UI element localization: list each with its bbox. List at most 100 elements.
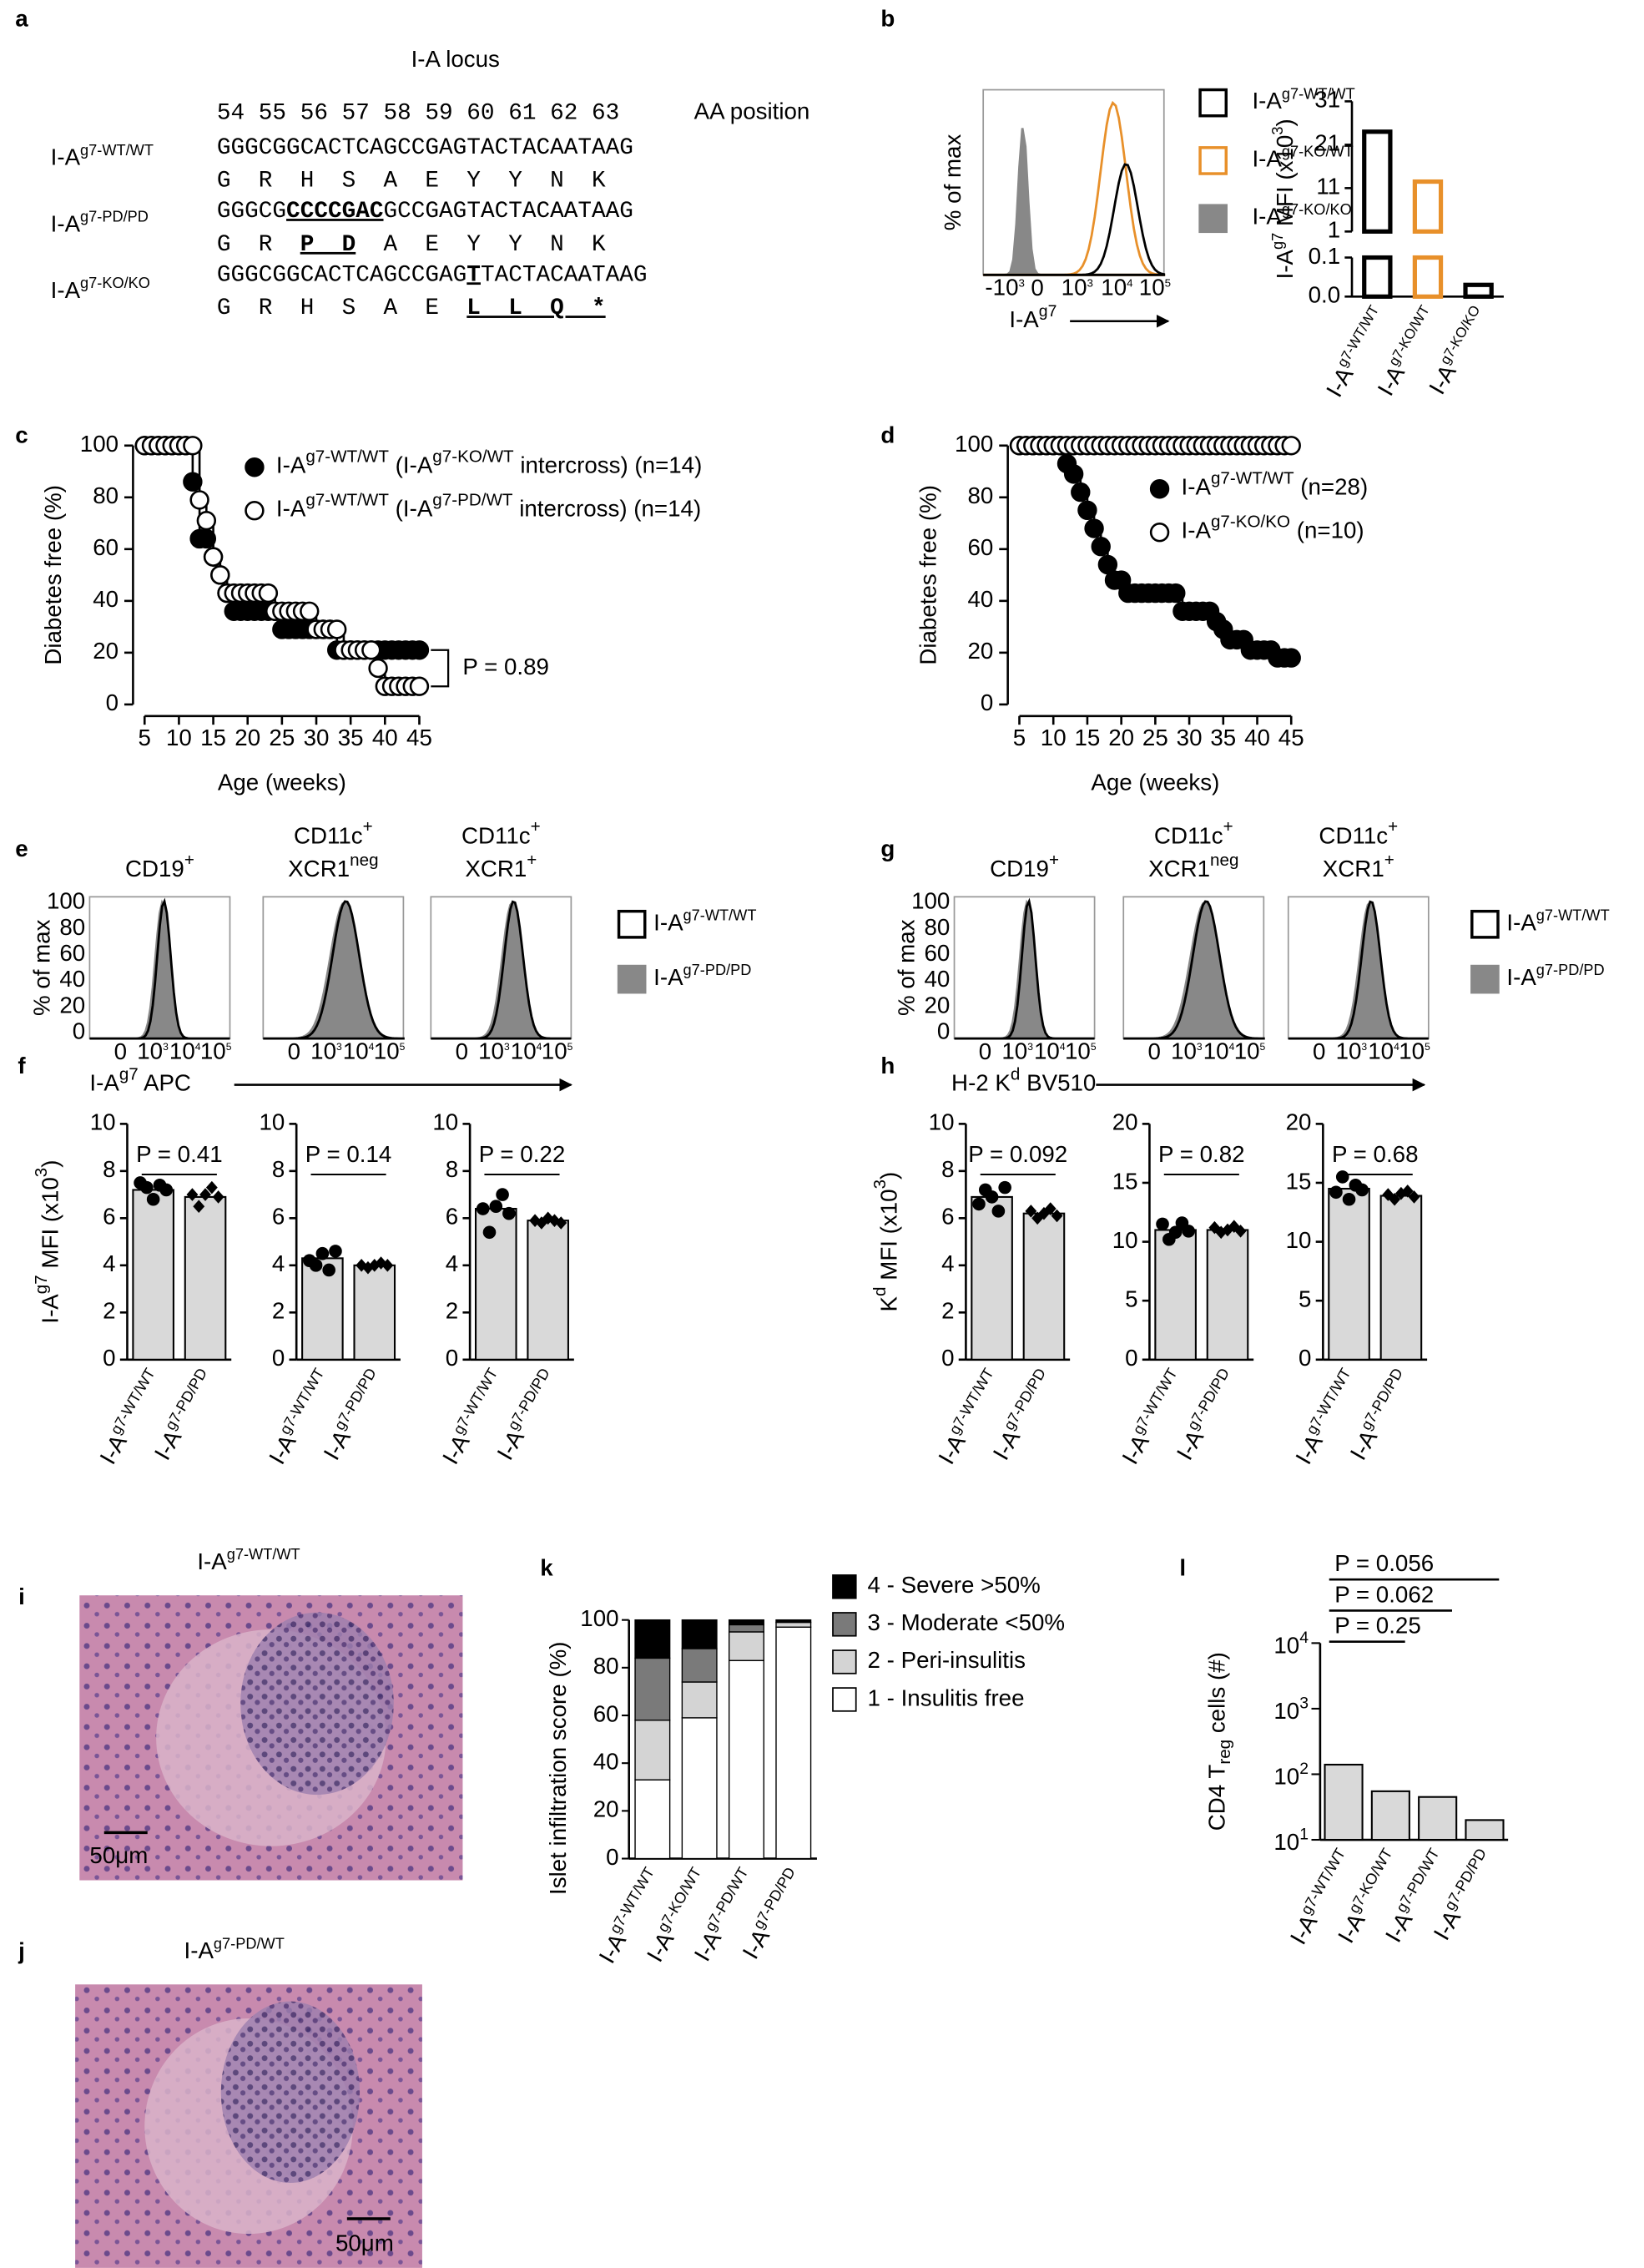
y-tick-label: 2 <box>272 1298 285 1324</box>
flow-histogram <box>1123 900 1265 1040</box>
y-tick-label: 60 <box>93 534 119 560</box>
text-part: 4 <box>369 1041 375 1053</box>
text-part: g7-WT/WT <box>1282 85 1355 102</box>
y-tick-label: 4 <box>446 1250 458 1276</box>
panel-label: j <box>18 1937 25 1963</box>
data-point <box>502 1206 516 1220</box>
text-part: L L Q * <box>466 295 605 321</box>
x-tick-label: I-Ag7-KO/KO <box>1423 303 1494 399</box>
text-part: A E Y Y N K <box>356 232 606 258</box>
data-point <box>555 1216 567 1230</box>
y-tick-label: 100 <box>80 431 119 457</box>
text-part: ) <box>38 1160 63 1168</box>
bar <box>1362 255 1393 299</box>
legend-swatch <box>1198 146 1228 175</box>
text-part: (n=28) <box>1294 474 1369 500</box>
x-tick-label: 25 <box>1142 725 1168 750</box>
data-point <box>1234 1225 1247 1238</box>
legend-label: I-Ag7-WT/WT (I-Ag7-KO/WT intercross) (n=… <box>276 447 702 478</box>
text-part: I-A <box>1506 964 1536 990</box>
bar-segment <box>775 1626 812 1860</box>
text-part: + <box>1388 818 1398 837</box>
text-part: H-2 K <box>951 1070 1011 1096</box>
data-point <box>998 1180 1011 1195</box>
text-part: I-A <box>197 1548 227 1574</box>
flow-histogram <box>1123 901 1265 1040</box>
x-tick-label: 103 <box>1062 275 1093 301</box>
text-part: I-A <box>149 1426 187 1465</box>
x-axis-label: I-Ag7 APC <box>89 1065 191 1096</box>
flow-histogram <box>1288 900 1429 1040</box>
x-tick-label: 0 <box>114 1038 127 1064</box>
y-tick-label: 8 <box>941 1156 954 1182</box>
text-part: g7-PD/WT <box>432 491 513 510</box>
protein-sequence: G R H S A E Y Y N K <box>217 169 606 194</box>
bar <box>1463 282 1494 299</box>
y-tick-label: 101 <box>1273 1826 1309 1856</box>
data-point <box>199 1188 211 1201</box>
y-tick-label: 40 <box>924 966 950 992</box>
text-part: I-A <box>51 277 81 303</box>
text-part: 4 <box>1229 1041 1235 1053</box>
y-axis-label: % of max <box>893 919 919 1016</box>
text-part: APC <box>139 1070 191 1096</box>
text-part: + <box>1384 851 1394 870</box>
text-part: I-A <box>264 1430 301 1469</box>
y-tick-label: 31 <box>1314 87 1340 113</box>
y-axis-label: % of max <box>940 134 966 231</box>
survival-marker <box>409 676 430 696</box>
text-part: 3 <box>1197 1041 1203 1053</box>
bar-segment <box>681 1619 718 1649</box>
x-tick-label: 5 <box>139 725 151 750</box>
bar <box>132 1189 174 1361</box>
text-part: + <box>1049 851 1059 870</box>
text-part: 3 <box>336 1041 342 1053</box>
data-point <box>322 1263 335 1277</box>
data-point <box>972 1197 986 1211</box>
text-part: g7-KO/WT <box>432 447 514 467</box>
data-point <box>1156 1217 1169 1231</box>
text-part: I-A <box>38 1294 63 1324</box>
text-part: 10 <box>1273 1633 1299 1659</box>
y-tick-label: 0 <box>606 1844 618 1870</box>
y-tick-label: 20 <box>1286 1109 1312 1135</box>
legend-label: I-Ag7-WT/WT (n=28) <box>1182 469 1369 500</box>
text-part: P D <box>300 232 356 258</box>
flow-title: CD11c+ <box>294 818 373 849</box>
y-tick-label: 0 <box>1125 1345 1137 1371</box>
bar-segment <box>775 1619 812 1624</box>
data-point <box>212 1190 224 1204</box>
legend-label: I-Ag7-WT/WT <box>653 907 756 935</box>
text-part: XCR1 <box>1148 856 1210 881</box>
x-tick-label: 0 <box>1148 1038 1161 1064</box>
text-part: CD19 <box>990 856 1049 881</box>
text-part: g7-WT/WT <box>1334 303 1382 371</box>
y-tick-label: 10 <box>1112 1227 1138 1253</box>
x-tick-label: 103 <box>478 1038 510 1064</box>
text-part: I-A <box>594 1929 632 1968</box>
aa-positions: 54 55 56 57 58 59 60 61 62 63 <box>217 101 619 127</box>
panel-label: c <box>15 422 28 448</box>
infiltrate-region <box>240 1612 394 1796</box>
text-part: g7-KO/KO <box>1282 201 1352 218</box>
y-tick-label: 1 <box>1328 217 1340 243</box>
y-axis-label: I-Ag7 MFI (x103) <box>33 1160 63 1324</box>
panel-label: k <box>540 1554 553 1580</box>
bar <box>1370 1790 1410 1841</box>
p-value: P = 0.22 <box>479 1141 566 1167</box>
data-point <box>1355 1183 1369 1197</box>
text-part: (I-A <box>389 452 433 478</box>
text-part: I-A <box>1172 1426 1209 1465</box>
data-point <box>489 1200 503 1214</box>
y-tick-label: 0 <box>106 689 119 715</box>
y-tick-label: 8 <box>446 1156 458 1182</box>
text-part: g7-WT/WT <box>227 1546 300 1563</box>
panel-label: e <box>15 836 28 861</box>
image-title: I-Ag7-PD/WT <box>184 1935 285 1963</box>
bar-segment <box>634 1720 671 1781</box>
p-value: P = 0.41 <box>136 1141 223 1167</box>
text-part: g7-KO/WT <box>1386 303 1434 369</box>
y-tick-label: 6 <box>272 1204 285 1230</box>
text-part: 3 <box>1087 276 1093 289</box>
x-tick-label: 5 <box>1013 725 1026 750</box>
